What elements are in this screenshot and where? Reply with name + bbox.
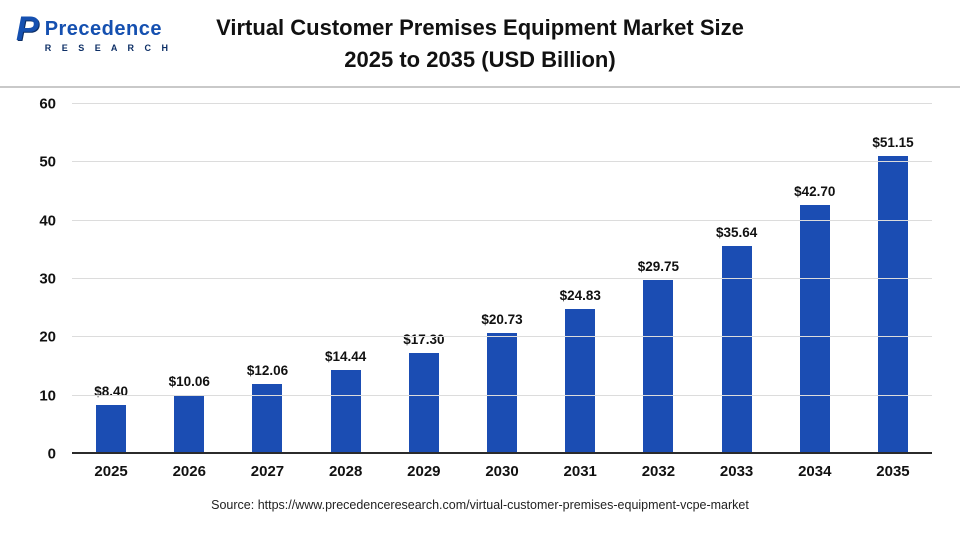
bar-2030 [487,333,518,454]
logo-subtitle: R E S E A R C H [44,43,173,53]
bar-2031 [565,309,596,454]
bar-slot: $12.06 [228,104,306,454]
bar-2033 [721,246,752,454]
y-tick-label: 30 [39,270,56,288]
bar-value-label: $17.30 [403,332,445,348]
gridline [72,394,932,396]
header: P Precedence R E S E A R C H Virtual Cus… [0,0,960,88]
source-text: Source: https://www.precedenceresearch.c… [211,498,749,512]
bar-slot: $17.30 [385,104,463,454]
bar-2025 [96,405,127,454]
bar-value-label: $51.15 [872,134,914,150]
bar-value-label: $8.40 [94,384,128,399]
x-tick-label: 2027 [250,463,285,480]
precedence-logo: P Precedence R E S E A R C H [16,10,172,53]
y-tick-label: 10 [39,387,56,405]
y-tick-label: 40 [39,212,56,230]
bar-value-label: $12.06 [246,362,289,378]
y-axis: 0 10 20 30 40 50 60 [0,96,72,463]
precedence-logo-icon: P [16,10,39,48]
gridline [72,336,932,338]
chart-title-line2: 2025 to 2035 (USD Billion) [344,46,616,72]
y-tick-label: 50 [39,153,56,171]
x-tick-label: 2026 [172,463,206,480]
logo-text: Precedence R E S E A R C H [45,14,172,53]
bar-slot: $14.44 [307,104,385,454]
gridline [72,278,932,279]
bar-2032 [643,280,674,454]
x-tick-label: 2025 [94,463,128,480]
bar-slot: $51.15 [854,104,932,454]
footer: Source: https://www.precedenceresearch.c… [0,496,960,514]
x-tick-label: 2035 [876,463,910,480]
x-axis: 2025 2026 2027 2028 2029 2030 2031 2032 2033 2034… [72,463,960,480]
bar-value-label: $10.06 [168,374,210,390]
bar-value-label: $35.64 [715,225,758,241]
bar-2029 [408,353,439,454]
x-axis-baseline [72,452,932,454]
logo-name: Precedence [44,18,162,40]
gridline [72,103,932,104]
bar-value-label: $24.83 [559,288,601,304]
bar-2035 [877,155,908,454]
plot-area: $8.40 $10.06 $12.06 $14.44 $17.30 $20.73 $24.8… [72,103,932,454]
gridline [72,161,932,163]
x-tick-label: 2030 [485,463,519,480]
bar-2028 [330,369,361,454]
chart-title: Virtual Customer Premises Equipment Mark… [0,0,960,76]
bar-value-label: $14.44 [325,348,367,364]
x-tick-label: 2033 [719,463,754,480]
bar-slot: $29.75 [619,104,697,454]
y-tick-label: 20 [39,328,56,346]
chart-title-line1: Virtual Customer Premises Equipment Mark… [216,15,744,40]
bar-slot: $42.70 [776,104,854,454]
x-tick-label: 2034 [798,463,832,480]
chart-region: 0 10 20 30 40 50 60 $8.40 $10.06 $12.06 $14.44 $17… [0,88,960,480]
x-tick-label: 2029 [407,463,441,480]
y-tick-label: 60 [39,95,56,113]
bar-2034 [799,204,830,454]
bar-slot: $35.64 [698,104,776,454]
bar-2026 [174,395,205,454]
gridline [72,219,932,221]
x-tick-label: 2031 [563,463,597,480]
bar-slot: $8.40 [72,104,150,454]
x-tick-label: 2028 [328,463,363,480]
bar-slot: $24.83 [541,104,619,454]
chart-body: 0 10 20 30 40 50 60 $8.40 $10.06 $12.06 $14.44 $17… [0,96,960,463]
x-tick-label: 2032 [641,463,676,480]
bar-slot: $20.73 [463,104,541,454]
bar-slot: $10.06 [150,104,228,454]
bar-value-label: $42.70 [794,183,836,199]
bars-row: $8.40 $10.06 $12.06 $14.44 $17.30 $20.73 $24.8… [72,104,932,454]
bar-value-label: $20.73 [481,312,523,328]
bar-value-label: $29.75 [637,259,680,275]
y-tick-label: 0 [47,445,56,463]
